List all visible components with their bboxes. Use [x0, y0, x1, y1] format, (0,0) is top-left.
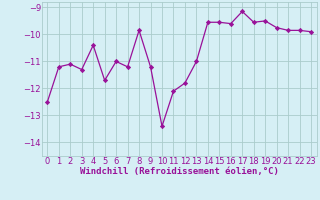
X-axis label: Windchill (Refroidissement éolien,°C): Windchill (Refroidissement éolien,°C) — [80, 167, 279, 176]
